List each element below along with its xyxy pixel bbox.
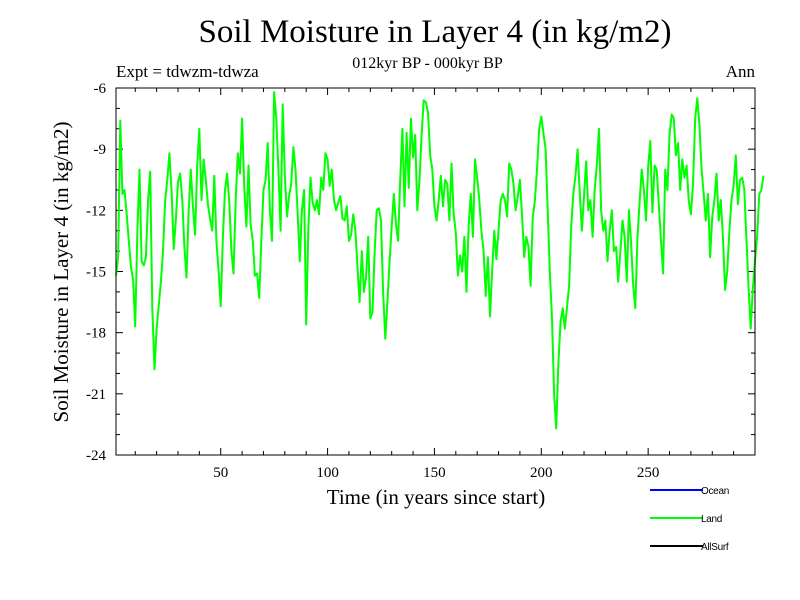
y-axis-title-group: Soil Moisture in Layer 4 (in kg/m2): [49, 122, 73, 423]
legend-label-land: Land: [701, 514, 722, 525]
x-tick-label: 200: [530, 465, 553, 481]
y-tick-label: -24: [86, 448, 106, 464]
x-tick-label: 50: [213, 465, 228, 481]
chart-title: Soil Moisture in Layer 4 (in kg/m2): [198, 14, 672, 50]
x-axis-title: Time (in years since start): [326, 485, 546, 509]
plot-frame: [115, 87, 756, 456]
x-tick-label: 100: [316, 465, 339, 481]
y-tick-label: -18: [86, 326, 106, 342]
legend: Ocean Land AllSurf: [650, 486, 729, 553]
y-tick-label: -15: [86, 265, 106, 281]
x-tick-label: 250: [637, 465, 660, 481]
legend-label-allsurf: AllSurf: [701, 542, 729, 553]
legend-label-ocean: Ocean: [701, 486, 729, 497]
season-label: Ann: [725, 62, 755, 81]
y-tick-label: -6: [94, 81, 107, 97]
y-tick-label: -21: [86, 387, 106, 403]
y-tick-label: -9: [94, 142, 107, 158]
chart-subtitle: 012kyr BP - 000kyr BP: [352, 55, 503, 72]
experiment-label: Expt = tdwzm-tdwza: [116, 62, 259, 81]
y-tick-label: -12: [86, 203, 106, 219]
x-tick-label: 150: [423, 465, 446, 481]
y-axis-title: Soil Moisture in Layer 4 (in kg/m2): [49, 122, 73, 423]
series-line-land: [115, 91, 765, 430]
